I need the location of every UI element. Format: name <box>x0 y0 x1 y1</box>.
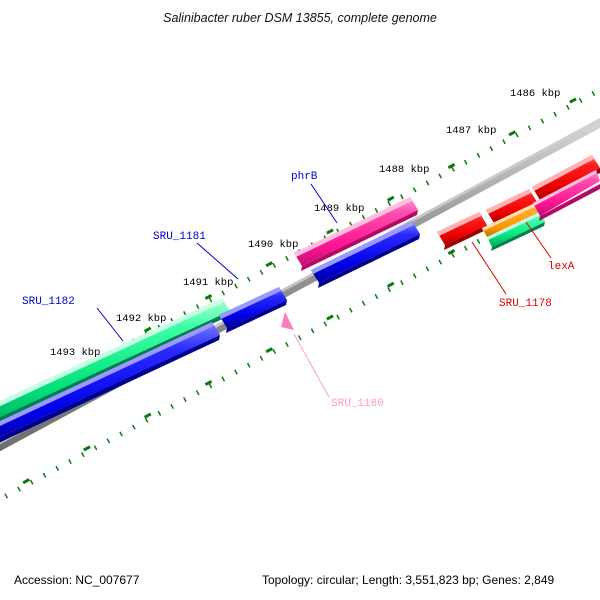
gene-label-sru-1182[interactable]: SRU_1182 <box>22 296 75 308</box>
tick-label: 1489 kbp <box>314 203 364 215</box>
gene-label-group-sru-1178[interactable]: SRU_1178 <box>471 241 552 310</box>
gene-label-sru-1178[interactable]: SRU_1178 <box>499 298 552 310</box>
axis-tick-labels: 1486 kbp 1487 kbp 1488 kbp 1489 kbp 1490… <box>50 88 560 359</box>
gene-bar-sru-1178[interactable] <box>437 212 487 250</box>
tick-label: 1486 kbp <box>510 88 560 100</box>
leader-line <box>310 183 338 224</box>
gene-labels: SRU_1182 SRU_1181 SRU_1180 phrB SRU_1178… <box>22 171 575 410</box>
gene-marker-sru-1180[interactable] <box>281 312 294 330</box>
tick-label: 1492 kbp <box>116 313 166 325</box>
tick-label: 1487 kbp <box>446 125 496 137</box>
tick-marks-lower <box>0 170 600 503</box>
tick-label: 1491 kbp <box>183 277 233 289</box>
gene-features <box>0 155 600 454</box>
gene-label-phrb[interactable]: phrB <box>291 171 318 183</box>
tick-label: 1493 kbp <box>50 347 100 359</box>
genome-backbone <box>0 118 600 452</box>
gene-label-group-sru-1180[interactable]: SRU_1180 <box>293 333 384 410</box>
gene-label-sru-1180[interactable]: SRU_1180 <box>331 398 384 410</box>
gene-label-group-lexa[interactable]: lexA <box>525 221 575 273</box>
leader-line <box>96 307 124 342</box>
accession-label: Accession: NC_007677 <box>14 573 140 587</box>
gene-bar-sru-1182-blue[interactable] <box>0 322 220 454</box>
leader-line <box>525 221 552 259</box>
tick-label: 1490 kbp <box>248 239 298 251</box>
gene-bar-orange[interactable] <box>482 203 540 237</box>
page-title: Salinibacter ruber DSM 13855, complete g… <box>163 11 437 25</box>
genome-stats-label: Topology: circular; Length: 3,551,823 bp… <box>262 573 555 587</box>
gene-bar-magenta-right[interactable] <box>533 170 600 221</box>
gene-label-lexa[interactable]: lexA <box>548 261 575 273</box>
gene-label-group-sru-1181[interactable]: SRU_1181 <box>153 231 239 280</box>
gene-bar-phrb[interactable] <box>294 197 418 271</box>
leader-line <box>196 242 239 280</box>
gene-label-sru-1181[interactable]: SRU_1181 <box>153 231 206 243</box>
tick-label: 1488 kbp <box>379 164 429 176</box>
gene-label-group-sru-1182[interactable]: SRU_1182 <box>22 296 124 342</box>
gene-bar-sru-1181[interactable] <box>219 287 287 333</box>
leader-line <box>471 241 507 295</box>
leader-line <box>293 333 330 398</box>
gene-bar-sru-1179[interactable] <box>311 221 420 288</box>
gene-label-group-phrb[interactable]: phrB <box>291 171 338 224</box>
